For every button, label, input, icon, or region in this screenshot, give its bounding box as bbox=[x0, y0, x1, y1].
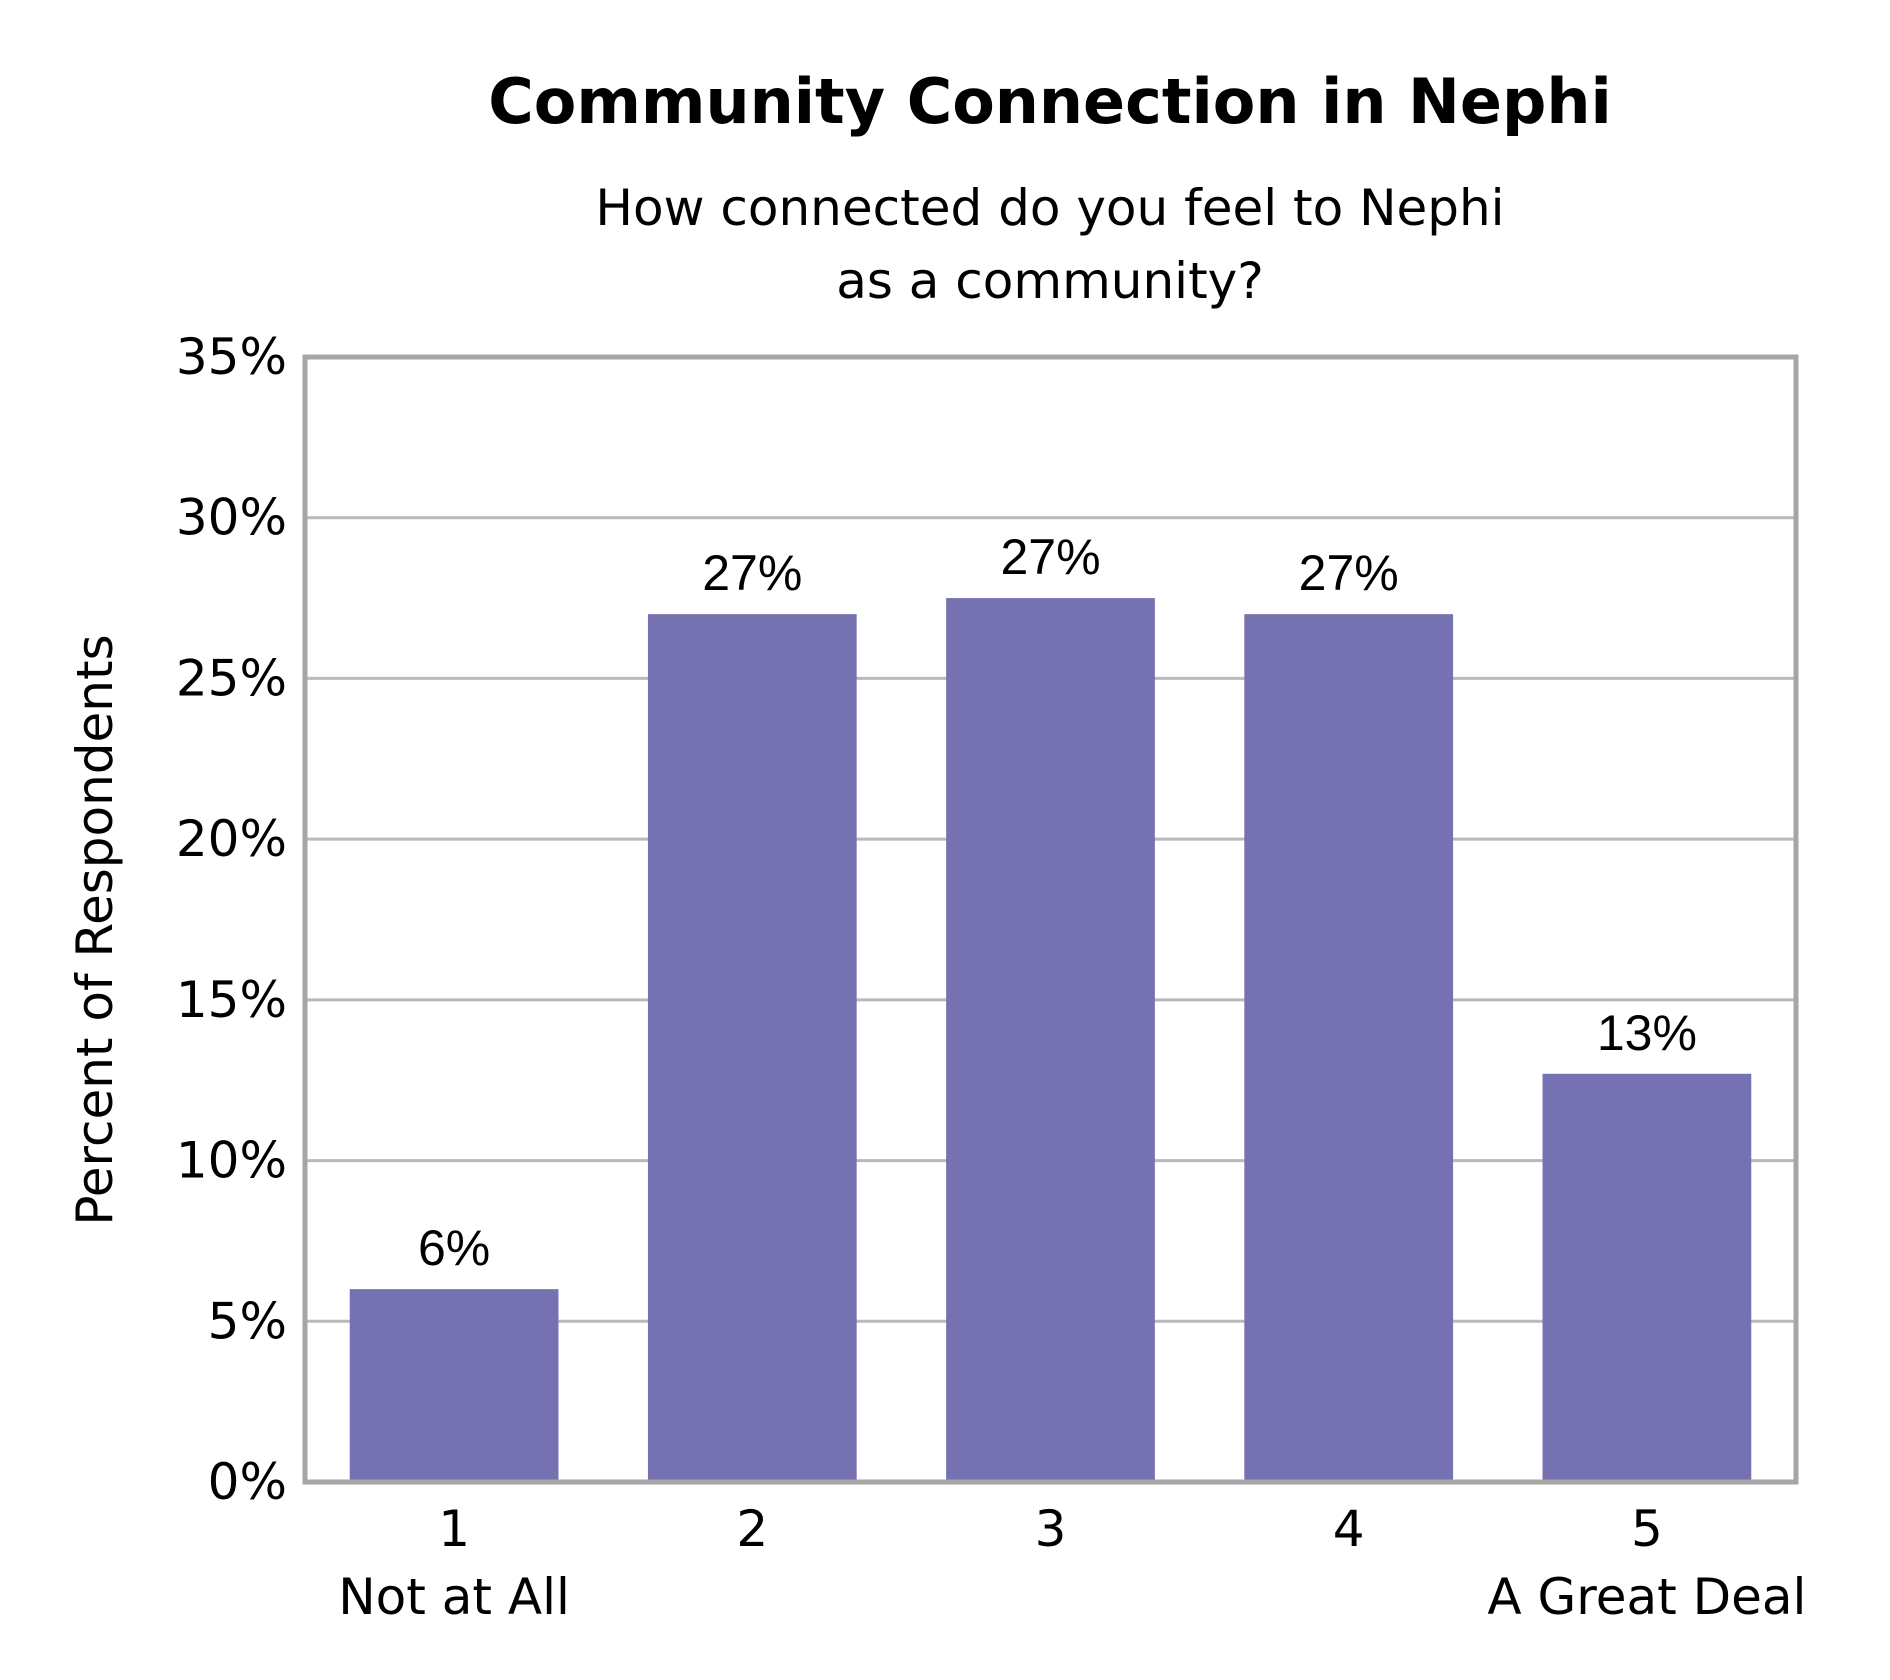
data-label: 27% bbox=[702, 545, 802, 601]
y-tick-label: 10% bbox=[176, 1132, 287, 1190]
x-tick-label: 4 bbox=[1333, 1500, 1365, 1558]
y-tick-label: 30% bbox=[176, 489, 287, 547]
chart-subtitle-line-2: as a community? bbox=[836, 252, 1264, 310]
bar bbox=[349, 1289, 559, 1482]
y-tick-label: 20% bbox=[176, 810, 287, 868]
bar bbox=[1244, 614, 1454, 1482]
y-tick-label: 5% bbox=[208, 1292, 287, 1350]
x-axis-ticks: 1 Not at All 2 3 4 5 A Great Deal bbox=[338, 1500, 1806, 1626]
x-tick-label: 3 bbox=[1035, 1500, 1067, 1558]
plot-frame bbox=[302, 354, 1799, 1485]
data-label: 13% bbox=[1597, 1005, 1697, 1061]
y-tick-label: 0% bbox=[208, 1453, 287, 1511]
y-tick-label: 35% bbox=[176, 328, 287, 386]
bar bbox=[946, 598, 1155, 1482]
y-tick-label: 25% bbox=[176, 649, 287, 707]
y-axis-label: Percent of Respondents bbox=[66, 634, 124, 1225]
data-labels: 6% 27% 27% 27% 13% bbox=[418, 529, 1697, 1276]
y-axis-ticks: 0% 5% 10% 15% 20% 25% 30% 35% bbox=[176, 328, 287, 1511]
data-label: 27% bbox=[1299, 545, 1399, 601]
x-tick-sublabel: Not at All bbox=[338, 1568, 570, 1626]
chart-title: Community Connection in Nephi bbox=[488, 65, 1612, 138]
bar bbox=[1542, 1073, 1752, 1482]
bars bbox=[349, 598, 1752, 1482]
x-tick-label: 2 bbox=[736, 1500, 768, 1558]
data-label: 27% bbox=[1000, 529, 1100, 585]
y-tick-label: 15% bbox=[176, 971, 287, 1029]
data-label: 6% bbox=[418, 1220, 490, 1276]
x-tick-sublabel: A Great Deal bbox=[1487, 1568, 1806, 1626]
bar bbox=[647, 614, 857, 1482]
x-tick-label: 1 bbox=[438, 1500, 470, 1558]
x-tick-label: 5 bbox=[1631, 1500, 1663, 1558]
chart-subtitle-line-1: How connected do you feel to Nephi bbox=[595, 179, 1504, 237]
